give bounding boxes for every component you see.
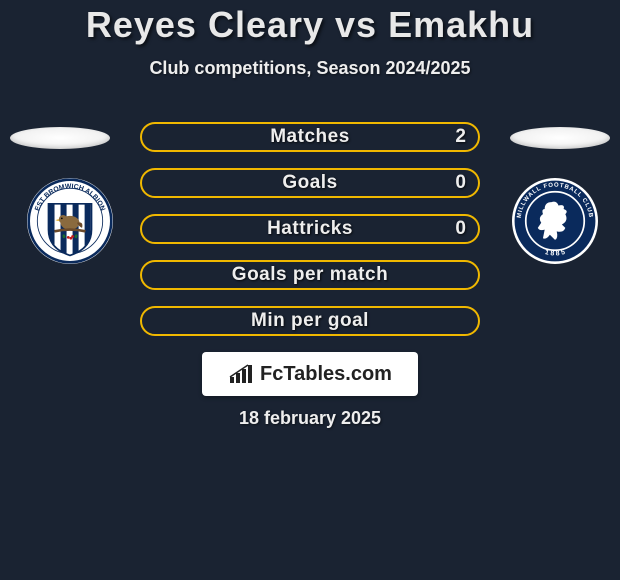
stat-right-value: 0 <box>455 172 466 194</box>
player-photo-right <box>510 127 610 149</box>
player-photo-left <box>10 127 110 149</box>
source-logo-text: FcTables.com <box>260 363 392 386</box>
west-brom-crest-icon: EST BROMWICH ALBION <box>27 178 113 264</box>
stat-label: Matches <box>270 126 350 148</box>
stats-block: Matches 2 Goals 0 Hattricks 0 Goals per … <box>140 122 480 352</box>
date-text: 18 february 2025 <box>0 408 620 429</box>
stat-row-hattricks: Hattricks 0 <box>140 214 480 244</box>
stat-row-matches: Matches 2 <box>140 122 480 152</box>
stat-row-min-per-goal: Min per goal <box>140 306 480 336</box>
stat-right-value: 2 <box>455 126 466 148</box>
source-logo: FcTables.com <box>202 352 418 396</box>
stat-label: Goals <box>282 172 337 194</box>
infographic-root: Reyes Cleary vs Emakhu Club competitions… <box>0 0 620 580</box>
bars-icon <box>228 363 254 385</box>
millwall-crest-icon: MILLWALL FOOTBALL CLUB 1 8 8 5 <box>512 178 598 264</box>
stat-row-goals-per-match: Goals per match <box>140 260 480 290</box>
page-title: Reyes Cleary vs Emakhu <box>0 4 620 46</box>
club-badge-left: EST BROMWICH ALBION <box>27 178 113 264</box>
stat-label: Goals per match <box>232 264 388 286</box>
stat-label: Min per goal <box>251 310 369 332</box>
club-badge-right: MILLWALL FOOTBALL CLUB 1 8 8 5 <box>512 178 598 264</box>
stat-row-goals: Goals 0 <box>140 168 480 198</box>
stat-right-value: 0 <box>455 218 466 240</box>
page-subtitle: Club competitions, Season 2024/2025 <box>0 58 620 79</box>
stat-label: Hattricks <box>267 218 353 240</box>
